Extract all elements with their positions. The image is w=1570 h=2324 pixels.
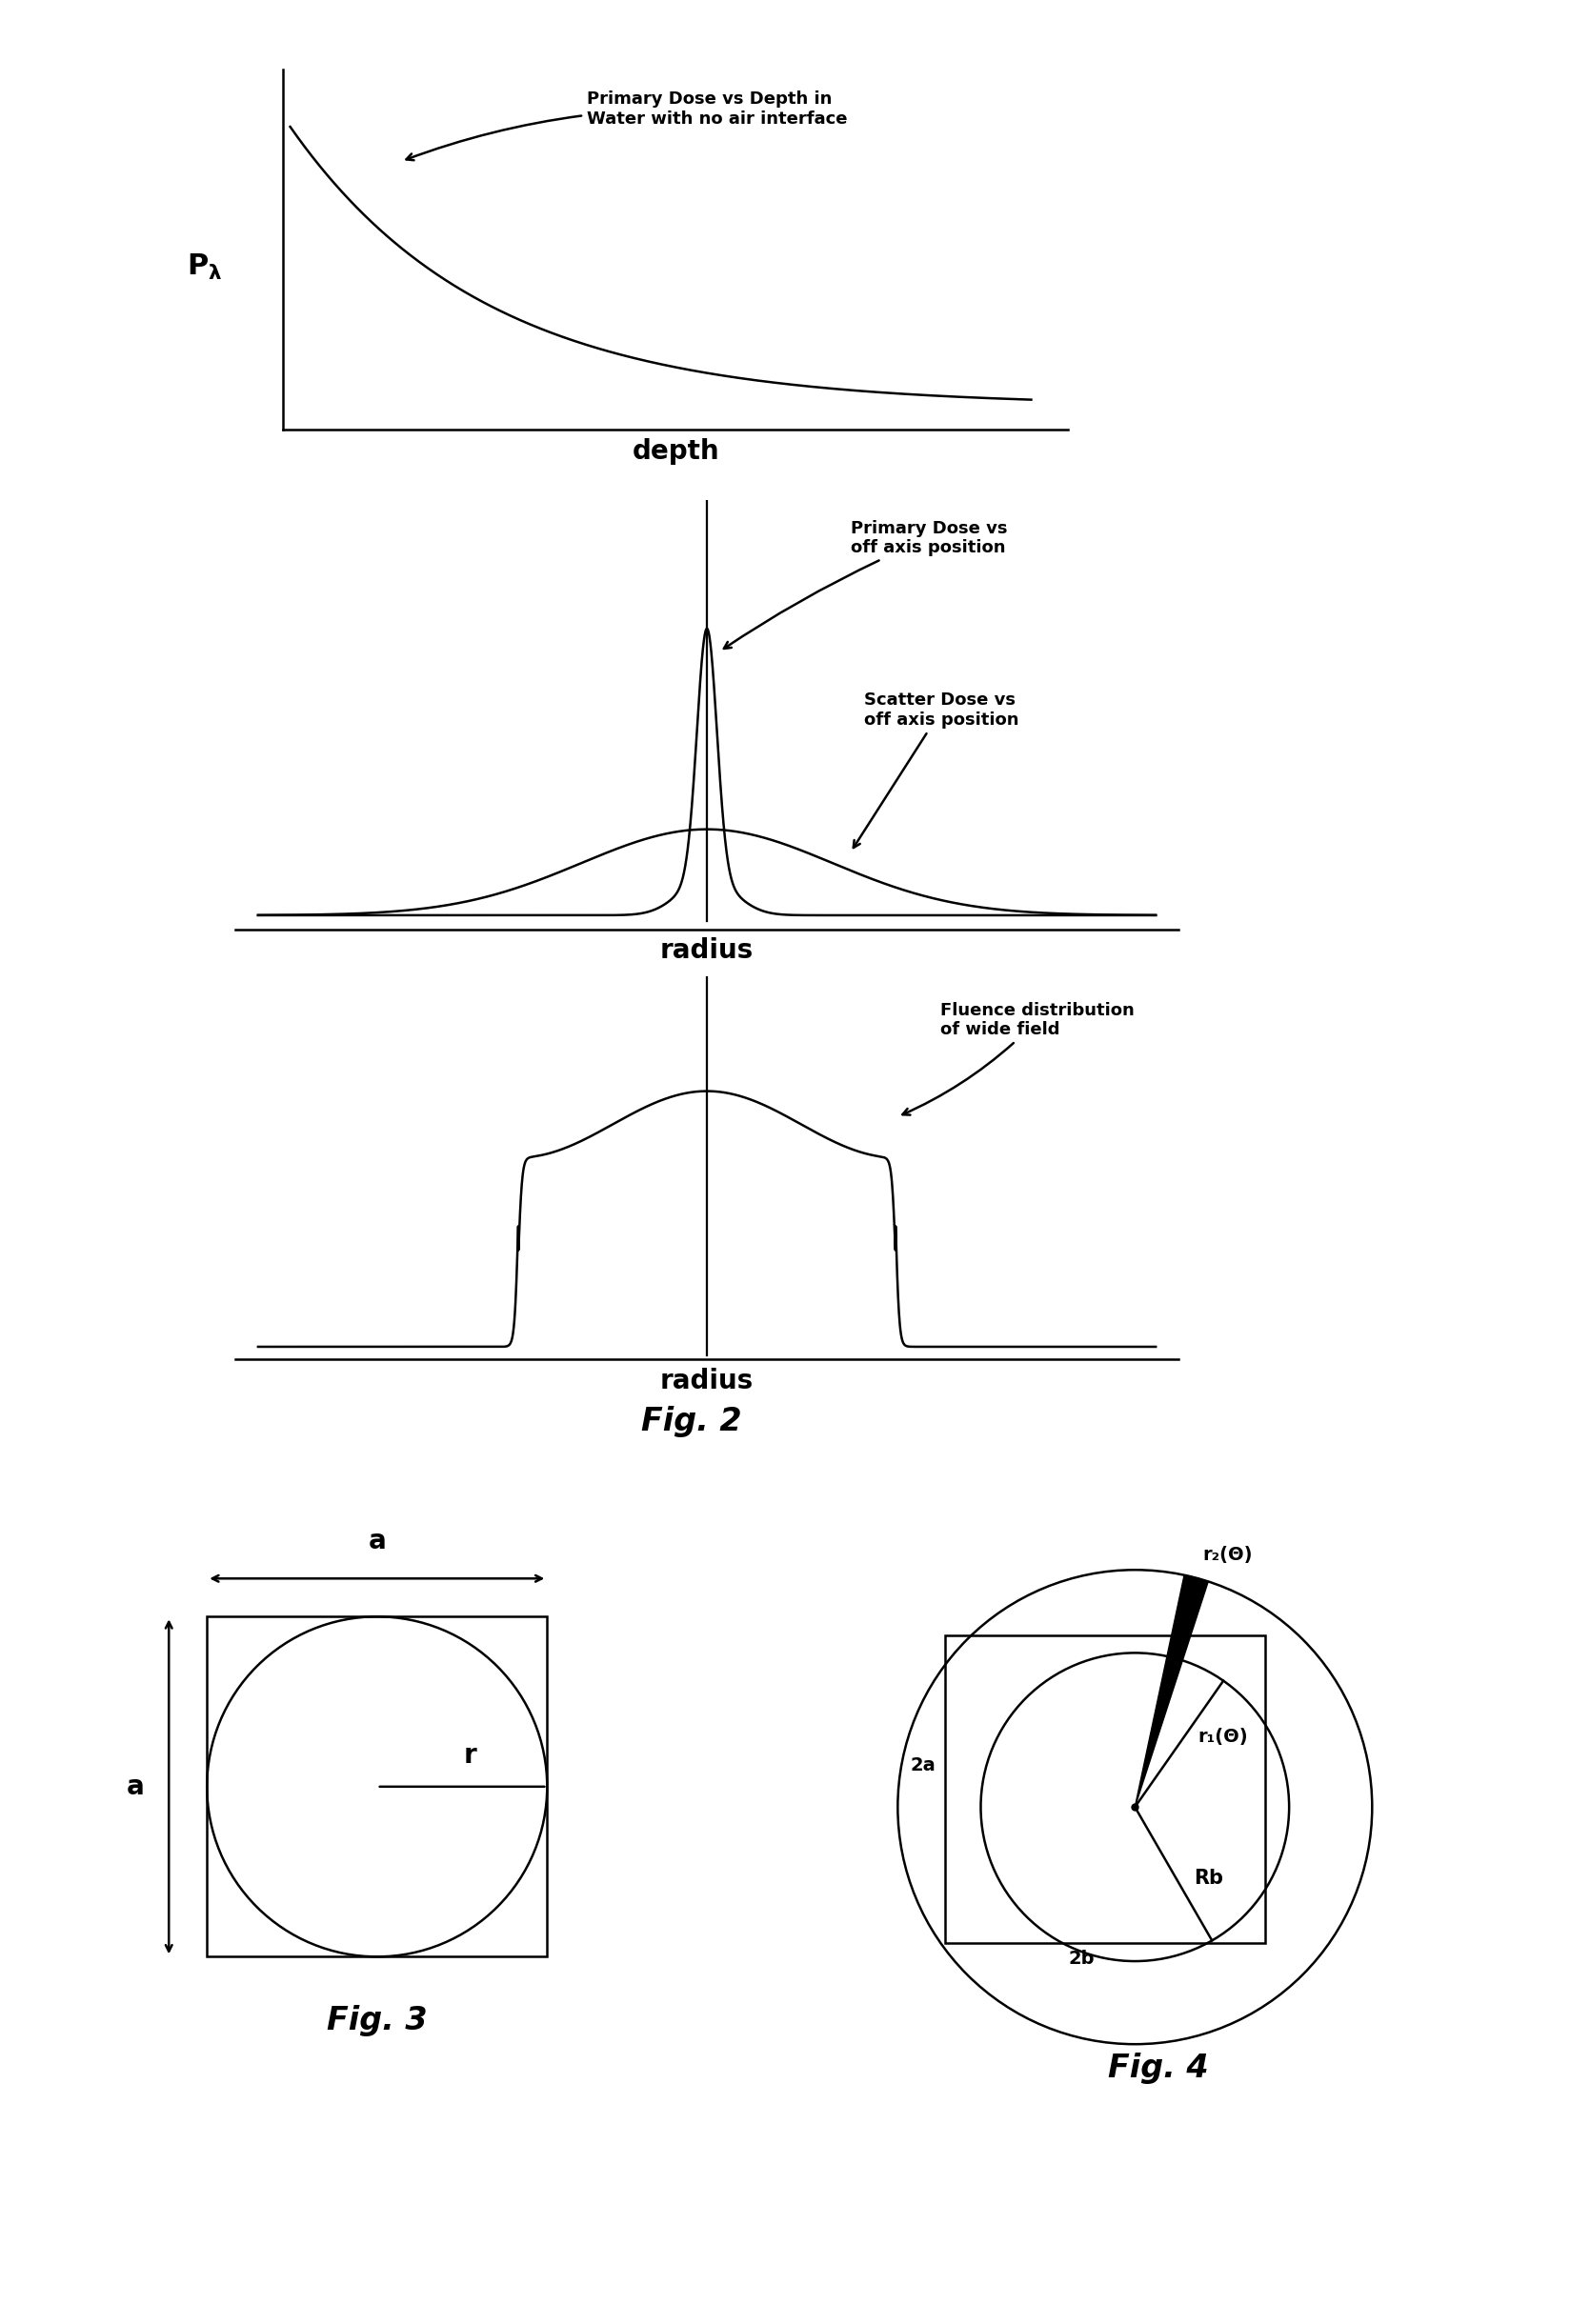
Text: Rb: Rb [1193,1868,1223,1887]
Text: $\mathbf{P_\lambda}$: $\mathbf{P_\lambda}$ [187,253,221,281]
Text: Primary Dose vs
off axis position: Primary Dose vs off axis position [724,521,1006,648]
X-axis label: radius: radius [659,937,754,964]
Text: 2a: 2a [909,1757,936,1776]
Text: a: a [367,1527,386,1555]
Text: Primary Dose vs Depth in
Water with no air interface: Primary Dose vs Depth in Water with no a… [407,91,846,160]
Text: r: r [463,1743,477,1769]
Text: Scatter Dose vs
off axis position: Scatter Dose vs off axis position [853,693,1019,848]
Text: Fig. 3: Fig. 3 [327,2006,427,2036]
Text: 2b: 2b [1068,1950,1094,1968]
Text: r₂(Θ): r₂(Θ) [1201,1545,1251,1564]
Text: Fig. 2: Fig. 2 [641,1406,741,1439]
Text: a: a [127,1773,144,1801]
X-axis label: radius: radius [659,1367,754,1394]
Text: r₁(Θ): r₁(Θ) [1196,1729,1247,1745]
Text: Fig. 4: Fig. 4 [1108,2052,1209,2085]
Text: Fluence distribution
of wide field: Fluence distribution of wide field [903,1002,1134,1116]
X-axis label: depth: depth [631,437,719,465]
Polygon shape [1134,1576,1207,1808]
